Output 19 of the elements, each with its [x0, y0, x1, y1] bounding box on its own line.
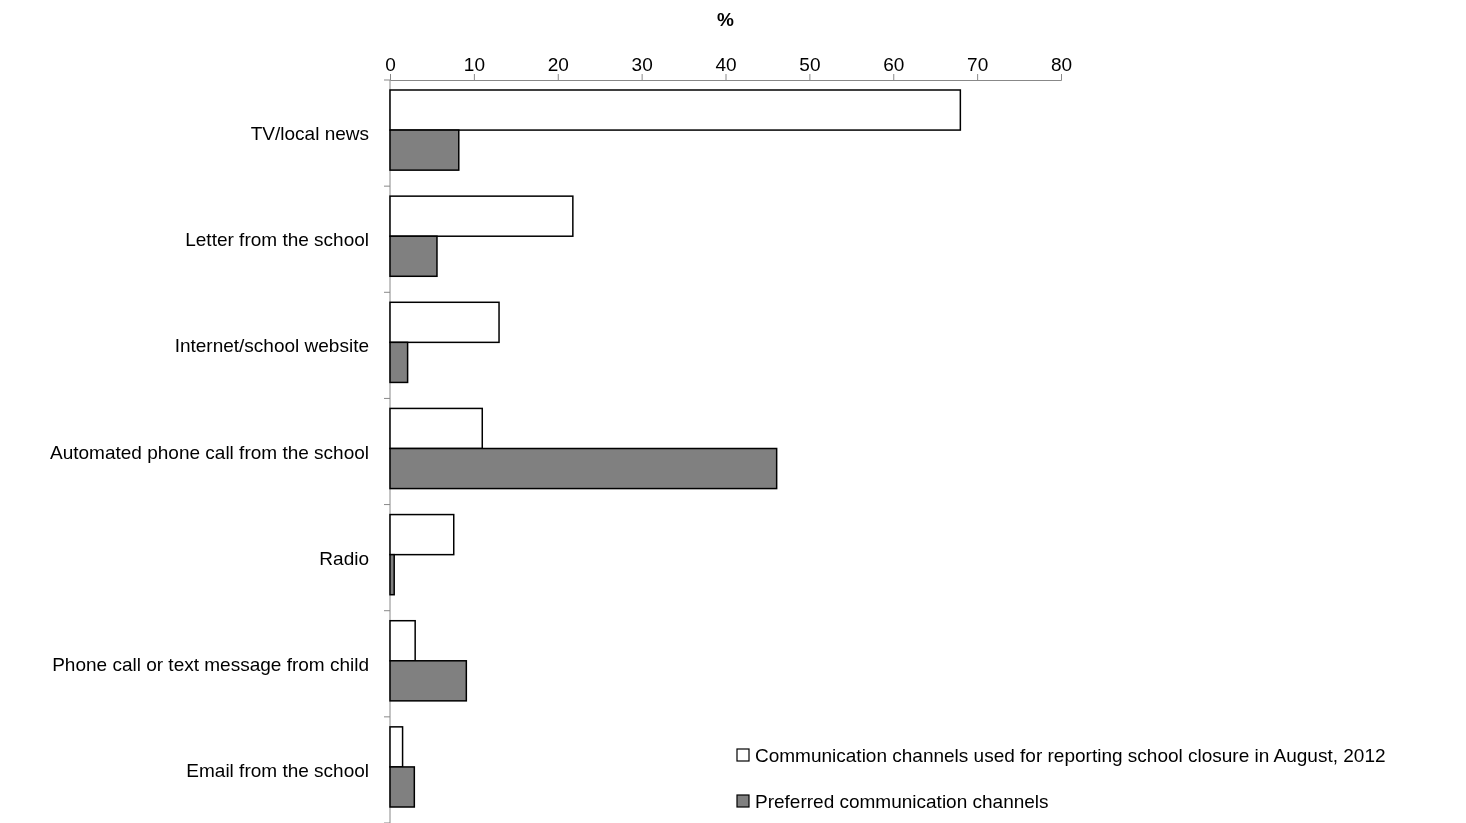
y-tick-label: Radio: [319, 547, 369, 569]
legend-label: Communication channels used for reporting school closure in August, 2012: [755, 745, 1386, 766]
y-tick-label: TV/local news: [250, 123, 369, 145]
x-tick-label: 40: [715, 54, 737, 75]
x-tick-label: 70: [967, 54, 989, 75]
legend-label: Preferred communication channels: [755, 791, 1049, 812]
x-axis-title: %: [717, 9, 735, 30]
y-tick-label: Phone call or text message from child: [52, 653, 369, 675]
x-tick-label: 50: [799, 54, 821, 75]
x-tick-label: 30: [631, 54, 653, 75]
x-tick-label: 80: [1050, 54, 1073, 75]
x-tick-label: 0: [385, 54, 396, 75]
x-tick-label: 60: [883, 54, 905, 75]
y-tick-label: Internet/school website: [174, 335, 369, 357]
x-tick-label: 20: [547, 54, 569, 75]
y-tick-label: Email from the school: [186, 759, 369, 781]
x-tick-label: 10: [463, 54, 485, 75]
y-tick-label: Letter from the school: [185, 229, 369, 251]
y-tick-label: Automated phone call from the school: [50, 441, 369, 463]
